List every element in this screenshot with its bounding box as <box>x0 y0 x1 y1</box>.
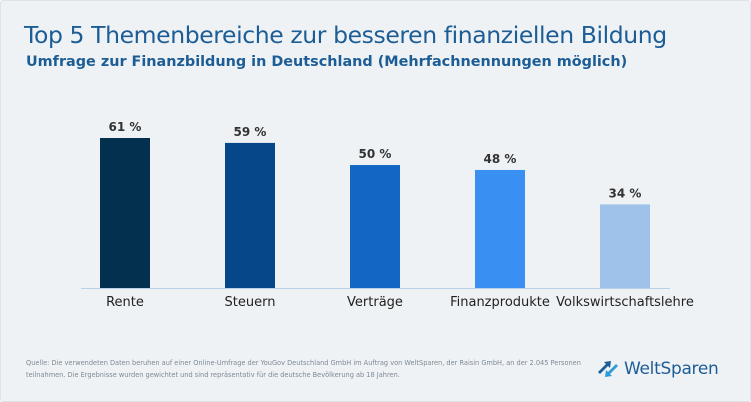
category-label: Verträge <box>347 295 403 310</box>
category-label: Steuern <box>225 295 276 310</box>
value-label: 48 % <box>484 152 517 166</box>
bar-finanzprodukte <box>475 169 525 288</box>
category-label: Finanzprodukte <box>450 295 550 310</box>
category-label: Volkswirtschaftslehre <box>556 295 694 310</box>
weltsparen-logo: WeltSparen <box>596 358 719 380</box>
chart-title: Top 5 Themenbereiche zur besseren finanz… <box>24 21 667 49</box>
source-note: Quelle: Die verwendeten Daten beruhen au… <box>26 359 581 379</box>
bar-volkswirtschaftslehre <box>600 204 650 288</box>
bar-steuern <box>225 142 275 288</box>
value-label: 50 % <box>359 147 392 161</box>
bar-chart: 61 % Rente 59 % Steuern 50 % Verträge 48 % Fina… <box>81 120 694 310</box>
value-label: 61 % <box>109 120 142 134</box>
logo-text: WeltSparen <box>624 359 719 379</box>
value-label: 34 % <box>609 186 642 200</box>
bar-verträge <box>350 165 400 288</box>
weltsparen-arrows-icon <box>598 361 618 377</box>
chart-subtitle: Umfrage zur Finanzbildung in Deutschland… <box>26 54 628 70</box>
value-label: 59 % <box>234 125 267 139</box>
bar-rente <box>100 138 150 288</box>
category-label: Rente <box>106 295 144 310</box>
